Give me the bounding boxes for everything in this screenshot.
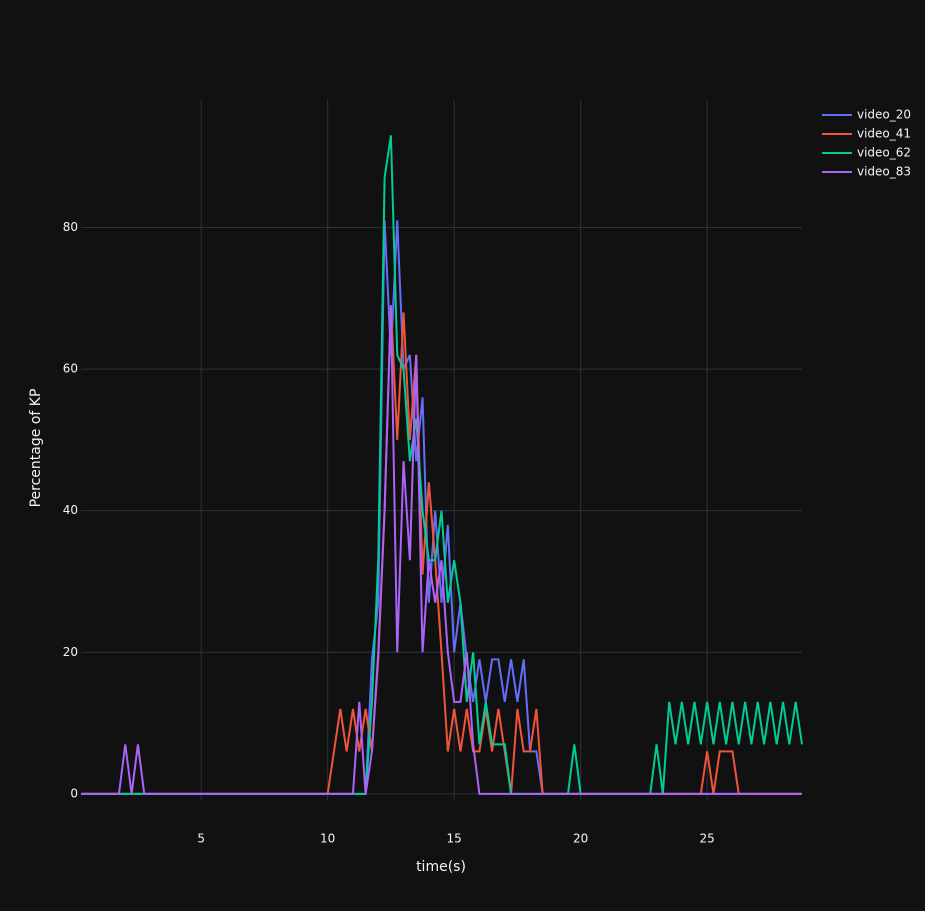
legend-label: video_62 [857, 146, 911, 160]
y-tick-label: 0 [70, 786, 78, 800]
series-line [81, 305, 802, 795]
y-axis-title: Percentage of KP [28, 389, 44, 508]
y-tick-label: 40 [63, 503, 78, 517]
x-tick-label: 10 [320, 832, 335, 846]
y-tick-label: 80 [63, 220, 78, 234]
x-tick-label: 5 [197, 832, 205, 846]
legend-label: video_83 [857, 165, 911, 179]
y-tick-label: 60 [63, 362, 78, 376]
x-tick-label: 20 [573, 832, 588, 846]
legend-label: video_20 [857, 108, 911, 122]
y-tick-label: 20 [63, 645, 78, 659]
x-axis-title: time(s) [416, 859, 466, 875]
x-tick-label: 15 [447, 832, 462, 846]
legend-label: video_41 [857, 127, 911, 141]
x-tick-label: 25 [699, 832, 714, 846]
